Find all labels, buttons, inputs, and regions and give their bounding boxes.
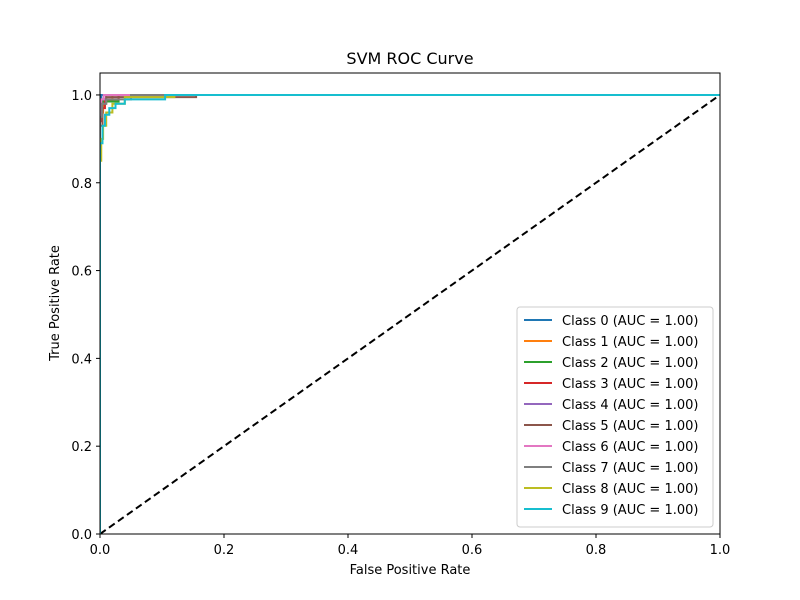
legend-entry-label: Class 7 (AUC = 1.00) — [562, 461, 698, 476]
x-tick-label: 0.4 — [338, 543, 359, 558]
y-tick-label: 0.0 — [71, 528, 92, 543]
roc-series-class-6 — [100, 93, 720, 534]
roc-series-class-9 — [100, 93, 720, 534]
legend-entry-label: Class 8 (AUC = 1.00) — [562, 482, 698, 497]
chart-title: SVM ROC Curve — [346, 49, 473, 68]
x-axis-label: False Positive Rate — [350, 563, 471, 578]
x-tick-label: 0.0 — [90, 543, 111, 558]
y-tick-label: 0.4 — [71, 352, 92, 367]
y-tick-label: 0.8 — [71, 177, 92, 192]
plot-frame — [99, 72, 721, 535]
x-tick-label: 0.8 — [586, 543, 607, 558]
y-axis-label: True Positive Rate — [48, 245, 63, 362]
x-tick-label: 0.6 — [462, 543, 483, 558]
legend: Class 0 (AUC = 1.00) Class 1 (AUC = 1.00)… — [516, 306, 714, 528]
legend-entry-label: Class 4 (AUC = 1.00) — [562, 398, 698, 413]
x-tick-label: 0.2 — [214, 543, 235, 558]
legend-box — [516, 306, 714, 528]
roc-series-class-8 — [100, 93, 720, 534]
x-tick-label: 1.0 — [710, 543, 731, 558]
legend-entry-label: Class 6 (AUC = 1.00) — [562, 440, 698, 455]
legend-entry-label: Class 0 (AUC = 1.00) — [562, 314, 698, 329]
legend-entry-label: Class 5 (AUC = 1.00) — [562, 419, 698, 434]
legend-entry-label: Class 3 (AUC = 1.00) — [562, 377, 698, 392]
y-tick-label: 1.0 — [71, 89, 92, 104]
chance-diagonal-line — [100, 94, 720, 534]
y-tick-label: 0.6 — [71, 265, 92, 280]
legend-entry-label: Class 2 (AUC = 1.00) — [562, 356, 698, 371]
y-tick-label: 0.2 — [71, 440, 92, 455]
legend-entry-label: Class 1 (AUC = 1.00) — [562, 335, 698, 350]
legend-entry-label: Class 9 (AUC = 1.00) — [562, 503, 698, 518]
